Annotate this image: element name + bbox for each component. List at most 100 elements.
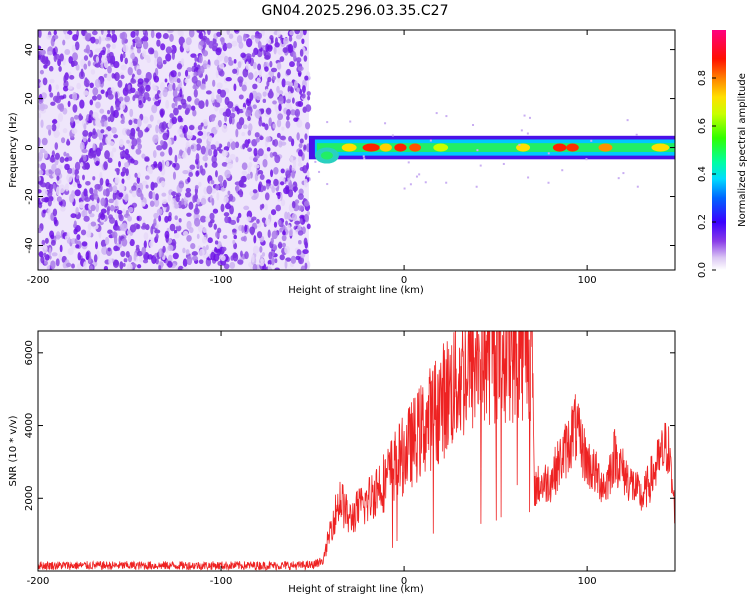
spectrogram-xtick-label: -200 <box>27 275 50 286</box>
noise-blob <box>241 162 248 171</box>
signal-speckle <box>635 133 638 136</box>
noise-blob <box>255 92 262 101</box>
noise-blob <box>185 187 191 193</box>
noise-blob <box>114 72 120 82</box>
noise-blob <box>74 238 78 244</box>
noise-blob <box>113 60 120 69</box>
snr-frame <box>37 330 676 572</box>
noise-blob <box>303 144 307 151</box>
noise-blob <box>131 190 137 198</box>
noise-blob <box>39 69 44 75</box>
signal-onset-core <box>320 151 333 160</box>
noise-blob <box>224 169 231 179</box>
noise-blob <box>269 60 273 68</box>
noise-blob <box>100 129 105 134</box>
noise-blob <box>176 63 183 70</box>
noise-blob <box>211 161 218 168</box>
noise-blob <box>79 141 85 151</box>
noise-blob <box>170 44 177 54</box>
noise-blob <box>255 137 260 143</box>
noise-blob <box>82 129 89 137</box>
noise-blob <box>167 260 172 265</box>
noise-blob <box>215 184 220 191</box>
noise-blob <box>58 65 62 72</box>
noise-blob <box>184 69 189 77</box>
noise-blob <box>71 263 75 269</box>
noise-blob <box>295 255 301 261</box>
noise-blob <box>115 91 118 101</box>
noise-blob <box>141 180 148 186</box>
noise-blob <box>52 183 56 190</box>
noise-blob <box>132 123 138 130</box>
noise-blob <box>54 168 61 177</box>
noise-blob <box>281 234 287 242</box>
noise-blob <box>214 240 219 245</box>
noise-blob <box>142 35 149 42</box>
noise-blob <box>107 30 111 34</box>
noise-blob <box>165 53 172 62</box>
noise-blob <box>136 68 142 76</box>
noise-blob <box>186 212 192 217</box>
noise-blob <box>136 176 141 184</box>
noise-blob <box>119 138 124 148</box>
noise-blob <box>288 35 293 42</box>
noise-blob <box>202 35 208 41</box>
noise-blob <box>58 184 66 194</box>
noise-blob <box>107 157 113 163</box>
noise-blob <box>196 233 200 240</box>
noise-blob <box>59 103 65 112</box>
noise-blob <box>136 137 142 145</box>
noise-blob <box>142 259 149 264</box>
noise-blob <box>215 47 222 56</box>
noise-blob <box>71 44 76 53</box>
noise-blob <box>62 85 69 92</box>
noise-blob <box>304 133 308 140</box>
noise-blob <box>241 84 247 92</box>
noise-blob <box>170 191 177 196</box>
noise-blob <box>155 193 159 201</box>
noise-blob <box>40 119 44 128</box>
noise-blob <box>167 138 172 147</box>
spectrogram-xtick-label: -100 <box>210 275 233 286</box>
noise-blob <box>223 263 230 270</box>
noise-blob <box>291 200 296 209</box>
noise-blob <box>279 56 285 62</box>
noise-blob <box>140 225 147 230</box>
signal-hotspot <box>409 143 422 152</box>
noise-blob <box>200 83 207 91</box>
noise-blob <box>90 192 95 202</box>
noise-blob <box>76 234 81 241</box>
noise-blob <box>127 66 133 76</box>
noise-blob <box>52 208 58 217</box>
signal-speckle <box>472 123 475 126</box>
noise-blob <box>281 242 287 248</box>
noise-blob <box>254 109 262 119</box>
noise-blob <box>259 135 264 141</box>
noise-blob <box>266 44 273 52</box>
noise-blob <box>95 241 98 250</box>
noise-blob <box>181 198 185 206</box>
noise-blob <box>138 256 144 263</box>
noise-blob <box>105 178 110 187</box>
noise-blob <box>106 126 112 132</box>
noise-blob <box>53 54 57 62</box>
noise-blob <box>171 116 178 125</box>
noise-blob <box>64 163 70 171</box>
noise-blob <box>66 173 73 183</box>
noise-blob <box>124 161 130 168</box>
noise-blob <box>289 164 293 173</box>
noise-blob <box>119 102 126 111</box>
noise-blob <box>222 179 227 189</box>
noise-blob <box>193 62 197 68</box>
noise-blob <box>103 161 108 170</box>
noise-blob <box>46 51 53 56</box>
noise-blob <box>124 57 128 65</box>
noise-blob <box>211 197 215 206</box>
noise-blob <box>167 215 172 222</box>
noise-blob <box>165 248 169 254</box>
snr-ylabel: SNR (10 * v/v) <box>8 415 19 486</box>
noise-blob <box>224 115 228 122</box>
noise-blob <box>63 30 68 35</box>
noise-blob <box>149 114 154 122</box>
noise-blob <box>257 63 262 71</box>
